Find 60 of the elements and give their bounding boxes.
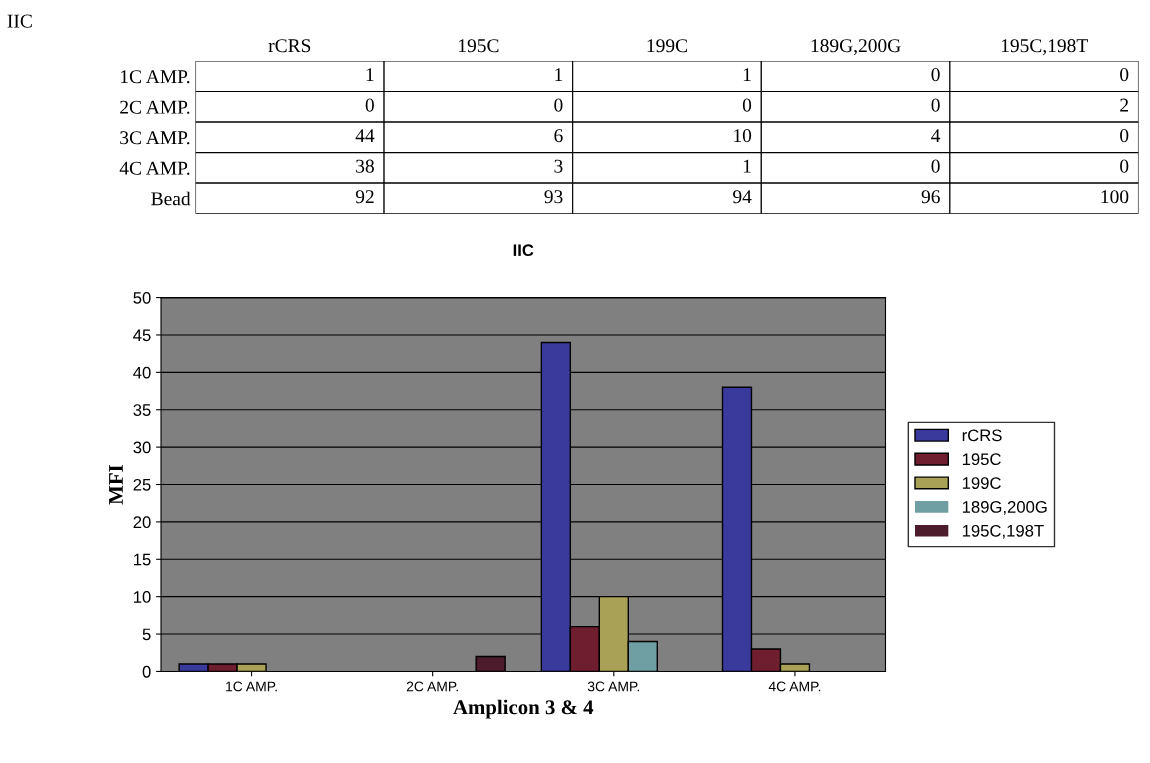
data-label: 100 [1101,190,1129,204]
data-label: 1 [555,68,563,81]
text: IIC [7,14,32,28]
x-tick-label: 195C [459,39,499,53]
data-label: 0 [1120,68,1129,82]
y-axis-title: MFI [109,464,123,505]
x-tick-label: 199C [647,39,687,53]
y-tick-label: 2C AMP. [120,100,190,114]
x-tick-label: rCRS [268,39,311,53]
legend-label: 189G,200G [962,501,1047,515]
data-label: 0 [554,98,563,112]
y-tick-label: 1C AMP. [121,70,190,84]
y-tick-label: 5 [142,628,151,641]
x-tick-label: 189G,200G [811,39,901,56]
legend-label: rCRS [962,429,1002,442]
data-label: 0 [742,98,752,112]
data-label: 10 [734,129,752,143]
y-tick-label: 0 [142,665,151,678]
data-label: 93 [544,190,563,204]
data-label: 2 [1120,98,1128,112]
data-label: 92 [355,190,374,204]
y-tick-label: 40 [133,366,151,379]
legend-label: 195C [962,453,1001,466]
data-label: 1 [366,68,374,81]
data-label: 0 [931,98,940,112]
x-tick-label: 195C,198T [1001,39,1088,56]
data-label: 96 [921,190,940,204]
data-label: 0 [931,68,940,82]
y-tick-label: 35 [133,404,151,416]
y-tick-label: 30 [133,441,151,454]
legend-label: 195C,198T [962,524,1044,539]
data-label: 0 [931,159,940,173]
data-label: 44 [355,129,375,143]
chart-title: IIC [513,244,534,257]
data-label: 0 [1120,159,1129,173]
bar [475,655,506,672]
y-tick-label: 10 [134,591,151,603]
data-label: 1 [743,159,751,173]
y-tick-label: 45 [133,329,151,342]
data-label: 0 [365,98,374,112]
data-label: 0 [1120,129,1129,143]
x-axis-title: Amplicon 3 & 4 [453,699,594,719]
y-tick-label: 20 [133,516,151,529]
y-tick-label: 50 [133,291,151,304]
y-tick-label: 15 [134,553,151,566]
data-label: 3 [554,159,563,173]
y-tick-label: Bead [151,191,191,206]
y-tick-label: 4C AMP. [119,161,190,175]
legend-label: 199C [962,477,1001,489]
data-label: 94 [733,190,752,204]
x-tick-label: 3C AMP. [587,681,640,692]
y-tick-label: 25 [133,478,151,491]
y-tick-label: 3C AMP. [120,131,190,145]
data-label: 4 [931,129,941,143]
data-label: 6 [554,129,563,143]
x-tick-label: 4C AMP. [768,681,821,692]
x-tick-label: 1C AMP. [226,681,277,692]
data-label: 38 [356,159,374,173]
x-tick-label: 2C AMP. [406,681,458,692]
data-label: 1 [743,68,751,81]
